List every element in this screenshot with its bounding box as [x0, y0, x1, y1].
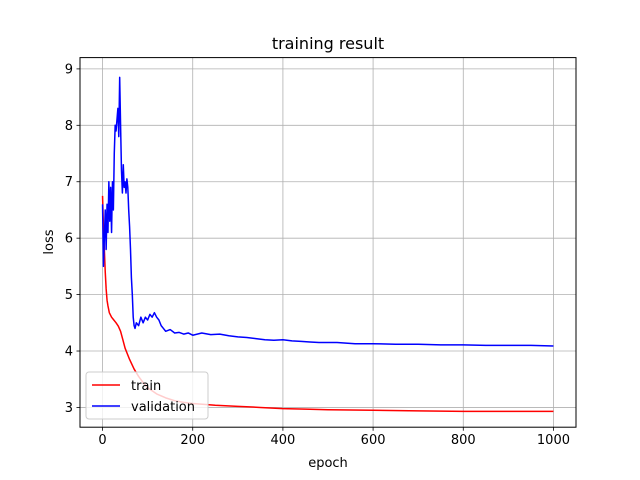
x-tick-label: 200	[180, 433, 205, 448]
y-tick-label: 5	[65, 288, 73, 303]
x-axis-label: epoch	[308, 456, 348, 471]
x-tick-label: 800	[451, 433, 476, 448]
legend-box	[85, 371, 209, 420]
y-tick-label: 6	[65, 232, 73, 247]
y-tick-label: 3	[65, 401, 73, 416]
x-tick-label: 0	[98, 433, 106, 448]
series-line-validation	[101, 76, 554, 347]
legend-label-train: train	[131, 379, 161, 394]
y-tick-label: 4	[65, 345, 73, 360]
y-tick-label: 7	[65, 175, 73, 190]
tick-layer: 0 200 400 600 800 1000 3 4 5 6 7 8 9	[65, 62, 570, 448]
legend: train validation	[85, 371, 209, 420]
x-tick-label: 400	[270, 433, 295, 448]
chart-title: training result	[272, 34, 384, 53]
plot-frame	[79, 57, 577, 428]
series-layer	[101, 76, 554, 413]
y-tick-label: 9	[65, 62, 73, 77]
x-tick-label: 1000	[537, 433, 570, 448]
y-axis-label: loss	[42, 229, 57, 254]
legend-label-validation: validation	[131, 400, 195, 415]
x-tick-label: 600	[361, 433, 386, 448]
grid-layer	[80, 57, 576, 428]
y-tick-label: 8	[65, 119, 73, 134]
